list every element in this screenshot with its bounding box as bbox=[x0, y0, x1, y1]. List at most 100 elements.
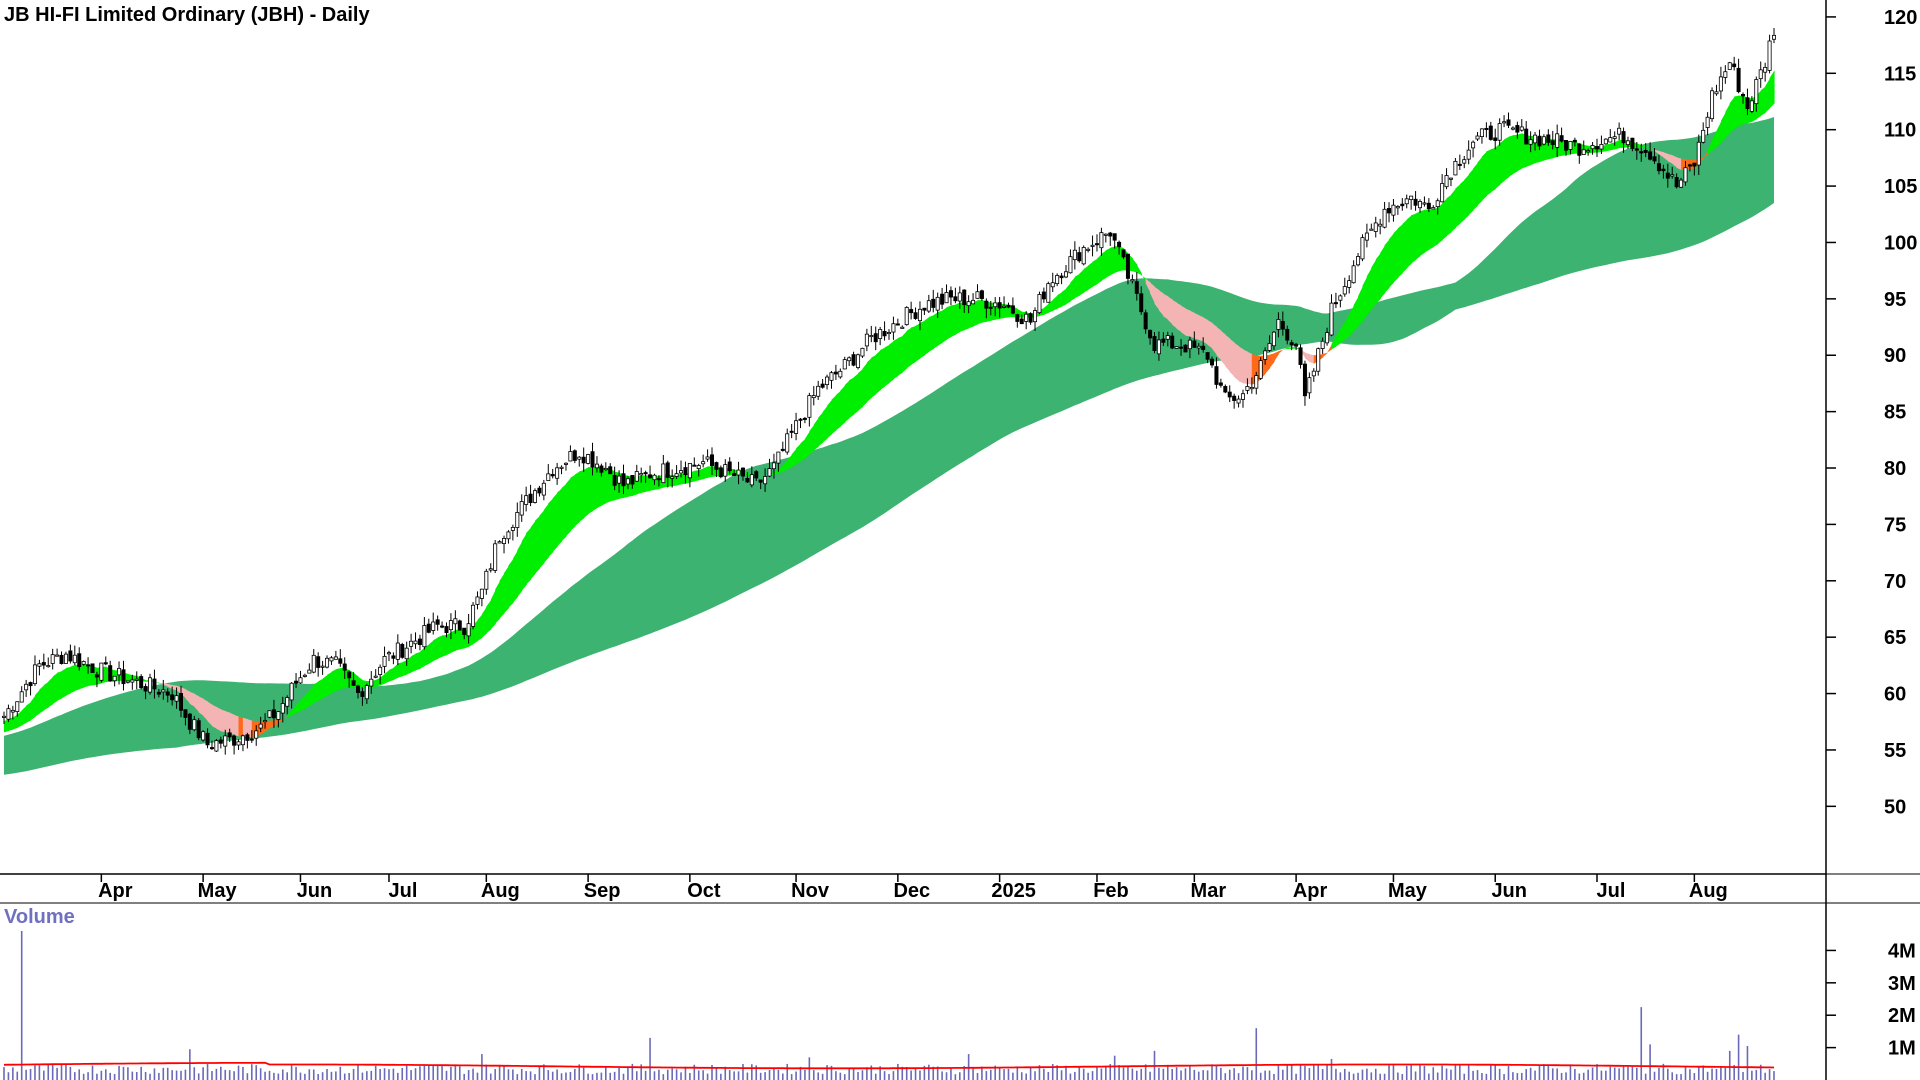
candle-body bbox=[1683, 167, 1688, 183]
ma-band-segment bbox=[951, 304, 956, 337]
ma-band-segment bbox=[189, 691, 195, 707]
ma-band-segment bbox=[1636, 143, 1642, 148]
ma-band-segment bbox=[1141, 273, 1147, 284]
candle-body bbox=[603, 468, 608, 471]
candle-body bbox=[1763, 67, 1768, 73]
candle-body bbox=[90, 663, 95, 674]
ma-band-segment bbox=[920, 320, 925, 359]
candle-body bbox=[917, 308, 922, 322]
ma-band-segment bbox=[853, 373, 859, 415]
candle-body bbox=[103, 662, 108, 665]
candle-body bbox=[1170, 335, 1175, 349]
candle-body bbox=[63, 653, 68, 664]
candle-body bbox=[1577, 143, 1582, 156]
ma-band-segment bbox=[1291, 347, 1297, 349]
ma-band-segment bbox=[844, 380, 850, 423]
candle-body bbox=[714, 462, 719, 470]
candle-body bbox=[913, 312, 918, 319]
candle-body bbox=[298, 677, 303, 684]
candle-body bbox=[502, 537, 507, 545]
ma-band-segment bbox=[1495, 143, 1501, 189]
ma-band-segment bbox=[831, 395, 837, 435]
ma-band-segment bbox=[127, 674, 133, 681]
ma-band-segment bbox=[269, 720, 275, 728]
candle-body bbox=[1533, 134, 1538, 144]
candle-body bbox=[1656, 163, 1661, 172]
candle-body bbox=[121, 669, 126, 685]
candle-body bbox=[1325, 332, 1330, 344]
candle-body bbox=[864, 333, 869, 347]
ma-band-segment bbox=[1499, 139, 1505, 185]
candle-body bbox=[506, 531, 511, 540]
volume-tick-label: 2M bbox=[1888, 1005, 1916, 1027]
candle-body bbox=[1068, 256, 1073, 274]
ma-band-segment bbox=[402, 659, 408, 677]
ma-band-segment bbox=[8, 717, 14, 731]
candle-body bbox=[838, 370, 843, 378]
candle-body bbox=[72, 654, 77, 664]
candle-body bbox=[776, 451, 781, 464]
candle-body bbox=[1179, 346, 1184, 349]
candle-body bbox=[510, 527, 515, 531]
candle-body bbox=[351, 680, 356, 686]
ma-band-segment bbox=[1703, 150, 1709, 158]
ma-band-segment bbox=[889, 340, 894, 383]
candle-body bbox=[1241, 393, 1246, 400]
candle-body bbox=[316, 656, 321, 668]
ma-band-segment bbox=[322, 674, 328, 699]
ma-band-segment bbox=[26, 702, 32, 723]
candle-body bbox=[258, 723, 263, 729]
candle-body bbox=[1152, 336, 1157, 351]
ma-band-segment bbox=[1189, 310, 1195, 339]
ma-band-segment bbox=[1508, 135, 1514, 178]
candle-body bbox=[245, 734, 250, 741]
ma-band-segment bbox=[1198, 315, 1204, 342]
ma-band-segment bbox=[12, 714, 18, 730]
ma-band-segment bbox=[278, 718, 284, 724]
candle-body bbox=[1457, 163, 1462, 166]
candle-body bbox=[847, 357, 852, 362]
candle-body bbox=[232, 735, 237, 746]
candle-body bbox=[1338, 295, 1343, 301]
candle-body bbox=[1130, 279, 1135, 282]
ma-band-segment bbox=[933, 312, 939, 349]
volume-tick-label: 4M bbox=[1888, 940, 1916, 962]
ma-band-segment bbox=[1092, 258, 1098, 287]
candle-body bbox=[1320, 340, 1325, 349]
ma-band-segment bbox=[481, 606, 487, 638]
candle-body bbox=[444, 626, 449, 634]
ma-band-segment bbox=[380, 673, 386, 686]
candle-body bbox=[15, 701, 20, 712]
ma-band-segment bbox=[1375, 253, 1381, 304]
ma-band-segment bbox=[340, 668, 346, 690]
candle-body bbox=[940, 293, 945, 305]
candle-body bbox=[1024, 313, 1029, 322]
candle-body bbox=[1546, 134, 1551, 143]
ma-band-segment bbox=[592, 466, 598, 511]
ma-band-segment bbox=[1203, 317, 1209, 345]
candle-body bbox=[263, 720, 268, 723]
price-tick-label: 90 bbox=[1884, 345, 1906, 367]
candle-body bbox=[196, 720, 201, 739]
ma-band-segment bbox=[893, 338, 899, 380]
candle-body bbox=[807, 395, 812, 418]
ma-band-segment bbox=[1645, 146, 1651, 149]
candle-body bbox=[572, 450, 577, 461]
candle-body bbox=[457, 620, 462, 631]
price-tick-label: 110 bbox=[1884, 120, 1916, 142]
ma-band-segment bbox=[1473, 162, 1479, 211]
candle-body bbox=[975, 291, 980, 299]
ma-band-segment bbox=[1110, 246, 1116, 276]
candle-body bbox=[1258, 360, 1263, 379]
candle-body bbox=[1165, 335, 1170, 340]
candle-body bbox=[1630, 137, 1635, 149]
ma-band-segment bbox=[521, 533, 527, 591]
ma-band-segment bbox=[1641, 145, 1647, 149]
ma-band-segment bbox=[977, 300, 983, 325]
ma-band-segment bbox=[203, 698, 209, 722]
candle-body bbox=[1192, 340, 1197, 348]
candle-body bbox=[484, 570, 489, 590]
candle-body bbox=[174, 695, 179, 702]
date-tick-label: Jul bbox=[1597, 880, 1626, 902]
candle-body bbox=[1311, 370, 1316, 377]
